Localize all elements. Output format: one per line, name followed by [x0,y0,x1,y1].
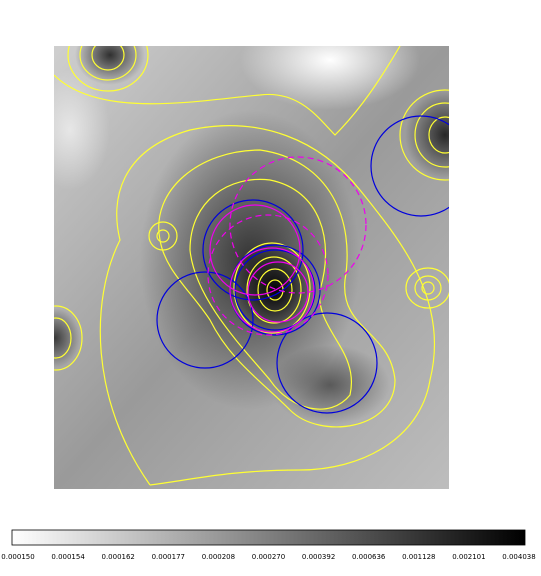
colorbar-tick-label: 0.000154 [51,553,85,561]
colorbar-tick-label: 0.004038 [502,553,535,561]
colorbar-tick-label: 0.002101 [452,553,485,561]
colorbar-tick-label: 0.000150 [1,553,34,561]
colorbar [11,529,526,546]
colorbar-tick-label: 0.000162 [101,553,134,561]
regions [156,115,449,414]
contours [54,46,449,486]
colorbar-tick-label: 0.001128 [402,553,435,561]
sky-image [54,46,449,489]
colorbar-tick-label: 0.000208 [202,553,235,561]
colorbar-tick-label: 0.000270 [252,553,285,561]
colorbar-tick-label: 0.000177 [152,553,185,561]
colorbar-tick-label: 0.000636 [352,553,386,561]
colorbar-tick-label: 0.000392 [302,553,335,561]
colorbar-ticks: 0.000150 0.000154 0.000162 0.000177 0.000208… [1,553,535,561]
